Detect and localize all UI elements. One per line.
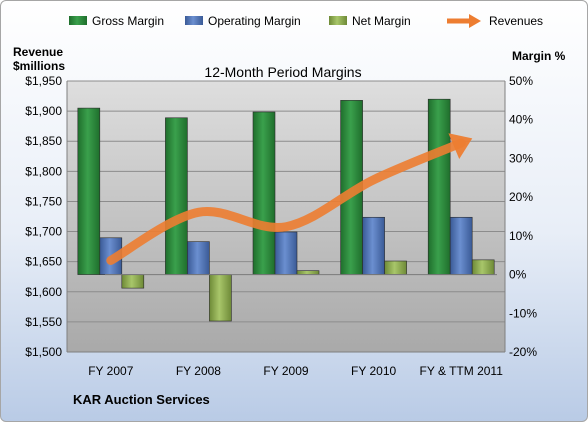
bar-net-margin <box>384 260 407 275</box>
company-name: KAR Auction Services <box>73 392 210 407</box>
category-label: FY 2010 <box>351 364 396 378</box>
bar-gross-margin <box>165 117 188 275</box>
bar-operating-margin <box>187 241 210 275</box>
legend-label-operating-margin: Operating Margin <box>208 14 301 28</box>
left-axis-label-line2: $millions <box>13 59 65 73</box>
chart-title: 12-Month Period Margins <box>204 64 361 80</box>
right-tick-label: 20% <box>509 190 533 204</box>
legend-label-revenues: Revenues <box>489 14 543 28</box>
left-tick-label: $1,800 <box>25 164 62 178</box>
right-tick-label: 30% <box>509 151 533 165</box>
revenue-arrowhead <box>448 133 473 160</box>
revenue-line <box>106 138 466 265</box>
legend-swatch-gross-margin <box>69 16 87 25</box>
category-label: FY & TTM 2011 <box>420 364 504 378</box>
legend-swatch-net-margin <box>329 16 347 25</box>
left-tick-label: $1,700 <box>25 225 62 239</box>
revenue-line-layer <box>106 133 473 265</box>
bar-gross-margin <box>77 107 101 275</box>
left-tick-label: $1,600 <box>25 285 62 299</box>
category-label: FY 2008 <box>176 364 221 378</box>
bar-gross-margin <box>252 111 276 275</box>
right-tick-label: 0% <box>509 268 527 282</box>
bar-gross-margin <box>427 98 451 275</box>
right-axis-label: Margin % <box>512 49 566 63</box>
legend: Gross Margin Operating Margin Net Margin… <box>69 14 543 28</box>
left-tick-label: $1,950 <box>25 74 62 88</box>
left-tick-label: $1,850 <box>25 134 62 148</box>
category-label: FY 2007 <box>88 364 133 378</box>
bar-net-margin <box>209 274 232 322</box>
right-tick-label: 10% <box>509 229 533 243</box>
legend-label-net-margin: Net Margin <box>352 14 411 28</box>
bar-operating-margin <box>449 216 473 275</box>
left-tick-labels: $1,950 $1,900 $1,850 $1,800 $1,750 $1,700 $1,6… <box>25 74 62 359</box>
bar-net-margin <box>471 259 495 275</box>
legend-swatch-operating-margin <box>185 16 203 25</box>
legend-label-gross-margin: Gross Margin <box>92 14 164 28</box>
legend-swatch-revenues <box>447 14 481 28</box>
left-tick-label: $1,550 <box>25 315 62 329</box>
left-axis-label-line1: Revenue <box>13 45 63 59</box>
category-label: FY 2009 <box>263 364 308 378</box>
right-tick-label: 50% <box>509 74 533 88</box>
right-tick-label: -10% <box>509 306 537 320</box>
left-tick-label: $1,500 <box>25 345 62 359</box>
bar-operating-margin <box>362 216 385 275</box>
left-tick-label: $1,750 <box>25 194 62 208</box>
left-tick-label: $1,900 <box>25 104 62 118</box>
left-tick-label: $1,650 <box>25 255 62 269</box>
bar-operating-margin <box>274 231 298 275</box>
bar-net-margin <box>296 270 320 275</box>
right-tick-labels: 50% 40% 30% 20% 10% 0% -10% -20% <box>509 74 537 359</box>
right-tick-label: 40% <box>509 113 533 127</box>
right-tick-label: -20% <box>509 345 537 359</box>
category-labels: FY 2007 FY 2008 FY 2009 FY 2010 FY & TTM 201… <box>88 364 503 378</box>
bar-net-margin <box>121 274 145 289</box>
